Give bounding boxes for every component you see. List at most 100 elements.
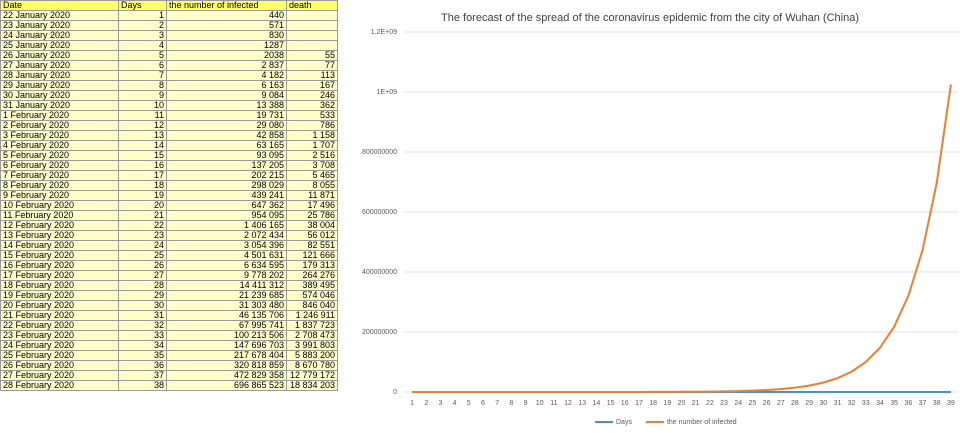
table-cell: 11 February 2020 [0,210,119,221]
table-cell: 5 February 2020 [0,150,119,161]
data-table: Date Days the number of infected death 22 Ja… [0,0,338,391]
x-tick-label: 24 [734,400,742,407]
table-cell: 27 February 2020 [0,370,119,381]
table-cell: 264 276 [286,270,338,281]
x-tick-label: 3 [438,400,442,407]
table-cell: 2 708 473 [286,330,338,341]
table-row: 9 February 2020 19 439 241 11 871 [0,190,338,201]
y-tick-label: 1E+09 [377,89,398,96]
table-cell: 19 731 [166,110,287,121]
table-row: 30 January 2020 9 9 084 246 [0,90,338,101]
table-cell [286,10,338,21]
table-cell: 1 707 [286,140,338,151]
table-cell: 38 [118,380,167,391]
table-cell: 34 [118,340,167,351]
x-tick-label: 2 [424,400,428,407]
table-cell: 14 [118,140,167,151]
table-cell: 56 012 [286,230,338,241]
table-cell: 11 871 [286,190,338,201]
table-row: 6 February 2020 16 137 205 3 708 [0,160,338,171]
table-cell: 6 February 2020 [0,160,119,171]
table-cell: 2 516 [286,150,338,161]
y-tick-label: 200000000 [362,329,397,336]
table-cell: 12 [118,120,167,131]
table-row: 13 February 2020 23 2 072 434 56 012 [0,230,338,241]
x-tick-label: 31 [834,400,842,407]
table-cell: 22 January 2020 [0,10,119,21]
table-cell: 439 241 [166,190,287,201]
table-row: 28 January 2020 7 4 182 113 [0,70,338,81]
table-cell: 5 465 [286,170,338,181]
table-cell: 2 072 434 [166,230,287,241]
table-cell: 6 634 595 [166,260,287,271]
x-tick-label: 25 [748,400,756,407]
table-cell: 25 [118,250,167,261]
table-cell: 12 779 172 [286,370,338,381]
table-cell: 846 040 [286,300,338,311]
table-cell: 1 February 2020 [0,110,119,121]
table-row: 22 February 2020 32 67 995 741 1 837 723 [0,320,338,331]
table-cell: 830 [166,30,287,41]
table-row: 26 February 2020 36 320 818 859 8 670 780 [0,360,338,371]
table-cell: 440 [166,10,287,21]
x-tick-label: 35 [890,400,898,407]
table-row: 18 February 2020 28 14 411 312 389 495 [0,280,338,291]
table-cell: 954 095 [166,210,287,221]
x-tick-label: 12 [564,400,572,407]
table-cell: 202 215 [166,170,287,181]
x-tick-label: 6 [481,400,485,407]
y-tick-label: 800000000 [362,149,397,156]
table-cell: 13 February 2020 [0,230,119,241]
table-cell: 15 February 2020 [0,250,119,261]
table-cell: 55 [286,50,338,61]
table-cell: 696 865 523 [166,380,287,391]
x-tick-label: 27 [777,400,785,407]
x-tick-label: 38 [933,400,941,407]
table-cell: 26 [118,260,167,271]
table-cell: 23 February 2020 [0,330,119,341]
table-cell: 19 [118,190,167,201]
table-cell: 35 [118,350,167,361]
table-cell: 20 [118,200,167,211]
x-tick-label: 5 [467,400,471,407]
table-cell: 82 551 [286,240,338,251]
legend-label: the number of infected [667,419,737,426]
table-cell: 320 818 859 [166,360,287,371]
table-cell: 179 313 [286,260,338,271]
table-cell [286,40,338,51]
table-cell: 1 406 165 [166,220,287,231]
table-cell: the number of infected [166,0,287,11]
table-cell: 4 501 631 [166,250,287,261]
table-cell: 6 163 [166,80,287,91]
table-row: 15 February 2020 25 4 501 631 121 666 [0,250,338,261]
table-cell: 8 670 780 [286,360,338,371]
table-cell: 6 [118,60,167,71]
table-row: 23 February 2020 33 100 213 506 2 708 473 [0,330,338,341]
table-cell: 14 411 312 [166,280,287,291]
table-cell: 2 February 2020 [0,120,119,131]
table-cell: 217 678 404 [166,350,287,361]
table-cell: 4 [118,40,167,51]
table-cell: 42 858 [166,130,287,141]
x-tick-label: 14 [593,400,601,407]
table-row: 7 February 2020 17 202 215 5 465 [0,170,338,181]
table-cell: 93 095 [166,150,287,161]
table-cell: death [286,0,338,11]
table-row: 10 February 2020 20 647 362 17 496 [0,200,338,211]
table-cell: 31 January 2020 [0,100,119,111]
table-cell: 3 991 803 [286,340,338,351]
table-cell: 8 February 2020 [0,180,119,191]
table-cell: 33 [118,330,167,341]
x-tick-label: 36 [904,400,912,407]
table-cell: 13 [118,130,167,141]
y-tick-label: 400000000 [362,269,397,276]
table-cell: 137 205 [166,160,287,171]
table-cell: Days [118,0,167,11]
table-cell: 9 778 202 [166,270,287,281]
table-cell: 16 [118,160,167,171]
table-cell: 12 February 2020 [0,220,119,231]
table-cell: 1 [118,10,167,21]
table-row: 25 January 2020 4 1287 [0,40,338,51]
x-tick-label: 7 [495,400,499,407]
